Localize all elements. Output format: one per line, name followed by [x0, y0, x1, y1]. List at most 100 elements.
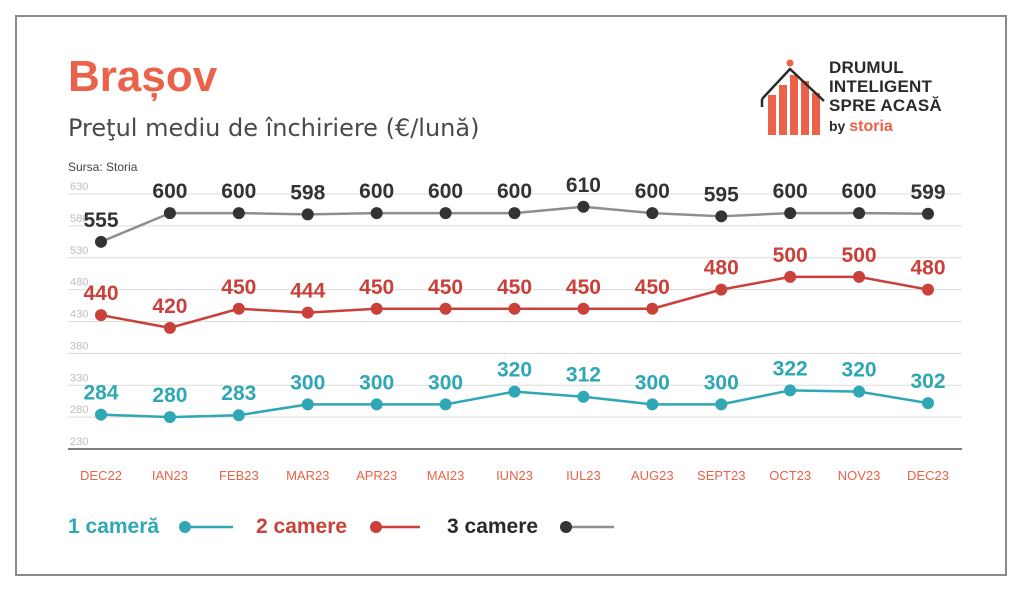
x-tick-label-oct23: OCT23	[769, 468, 811, 483]
data-label-two_rooms-4: 450	[359, 276, 394, 299]
logo-bar-5	[812, 93, 820, 135]
chart-title: Brașov	[68, 52, 218, 101]
x-tick-label-iun23: IUN23	[496, 468, 533, 483]
logo-line-1: DRUMUL	[829, 58, 904, 77]
data-label-three_rooms-7: 610	[566, 174, 601, 197]
point-one_room-3	[301, 398, 314, 411]
point-two_rooms-4	[370, 302, 383, 315]
data-label-one_room-5: 300	[428, 371, 463, 394]
logo-wordmark: DRUMUL INTELIGENT SPRE ACASĂ	[829, 58, 942, 115]
legend-marker-one_room	[179, 521, 191, 533]
point-three_rooms-0	[95, 235, 107, 248]
point-three_rooms-3	[301, 208, 314, 221]
logo-line-2: INTELIGENT	[829, 77, 933, 96]
x-tick-label-dec22: DEC22	[80, 468, 122, 483]
chart-subtitle: Preţul mediu de închiriere (€/lună)	[68, 114, 480, 142]
logo-bar-4	[801, 81, 809, 135]
point-one_room-7	[577, 390, 590, 403]
legend-marker-two_rooms	[370, 521, 382, 533]
x-tick-label-ian23: IAN23	[152, 468, 188, 483]
data-label-three_rooms-6: 600	[497, 180, 532, 203]
point-one_room-6	[508, 385, 521, 398]
data-label-one_room-0: 284	[83, 382, 118, 405]
x-tick-label-mar23: MAR23	[286, 468, 329, 483]
data-label-two_rooms-11: 500	[842, 244, 877, 267]
point-three_rooms-9	[715, 210, 728, 223]
point-three_rooms-8	[646, 207, 659, 220]
logo-bar-3	[790, 75, 798, 135]
data-label-three_rooms-0: 555	[83, 209, 118, 232]
logo-line-3: SPRE ACASĂ	[829, 96, 942, 115]
point-two_rooms-7	[577, 302, 590, 315]
point-three_rooms-5	[439, 207, 452, 220]
data-label-one_room-4: 300	[359, 371, 394, 394]
legend-label-one_room: 1 cameră	[68, 515, 159, 538]
point-three_rooms-11	[853, 207, 866, 220]
point-three_rooms-12	[922, 207, 934, 220]
point-one_room-12	[922, 397, 934, 410]
point-one_room-2	[232, 409, 245, 422]
x-tick-label-mai23: MAI23	[427, 468, 465, 483]
data-label-one_room-9: 300	[704, 371, 739, 394]
point-two_rooms-1	[163, 321, 176, 334]
data-label-three_rooms-12: 599	[910, 181, 945, 204]
data-label-three_rooms-2: 600	[221, 180, 256, 203]
point-two_rooms-5	[439, 302, 452, 315]
logo-byline: by storia	[829, 118, 893, 136]
data-label-three_rooms-1: 600	[152, 180, 187, 203]
logo-bar-2	[779, 85, 787, 135]
data-label-two_rooms-10: 500	[773, 244, 808, 267]
point-two_rooms-8	[646, 302, 659, 315]
y-tick-label-630: 630	[70, 181, 88, 193]
data-label-two_rooms-5: 450	[428, 276, 463, 299]
point-three_rooms-6	[508, 207, 521, 220]
data-label-three_rooms-5: 600	[428, 180, 463, 203]
logo-roof	[761, 67, 825, 102]
y-tick-label-280: 280	[70, 404, 88, 416]
x-tick-label-nov23: NOV23	[838, 468, 881, 483]
x-tick-label-dec23: DEC23	[907, 468, 949, 483]
data-label-three_rooms-4: 600	[359, 180, 394, 203]
data-label-three_rooms-10: 600	[773, 180, 808, 203]
logo-brand: storia	[849, 118, 893, 135]
data-label-two_rooms-12: 480	[910, 257, 945, 280]
data-label-one_room-1: 280	[152, 384, 187, 407]
data-label-one_room-3: 300	[290, 371, 325, 394]
point-two_rooms-10	[784, 270, 797, 283]
point-two_rooms-0	[95, 309, 107, 322]
legend-marker-three_rooms	[560, 521, 572, 533]
y-tick-label-230: 230	[70, 436, 88, 448]
data-label-one_room-8: 300	[635, 371, 670, 394]
y-tick-label-330: 330	[70, 372, 88, 384]
point-one_room-5	[439, 398, 452, 411]
data-label-one_room-10: 322	[773, 357, 808, 380]
point-one_room-10	[784, 384, 797, 397]
point-three_rooms-7	[577, 200, 590, 213]
data-label-two_rooms-7: 450	[566, 276, 601, 299]
point-one_room-1	[163, 411, 176, 424]
data-label-two_rooms-9: 480	[704, 257, 739, 280]
point-one_room-11	[853, 385, 866, 398]
house-bars-logo-icon	[760, 59, 825, 135]
point-two_rooms-6	[508, 302, 521, 315]
point-three_rooms-10	[784, 207, 797, 220]
point-two_rooms-12	[922, 283, 934, 296]
x-tick-label-feb23: FEB23	[219, 468, 259, 483]
logo-dot	[786, 59, 794, 67]
point-one_room-8	[646, 398, 659, 411]
y-tick-label-580: 580	[70, 213, 88, 225]
data-label-three_rooms-11: 600	[842, 180, 877, 203]
data-label-two_rooms-3: 444	[290, 280, 325, 303]
data-label-two_rooms-0: 440	[83, 282, 118, 305]
x-tick-label-iul23: IUL23	[566, 468, 601, 483]
point-two_rooms-11	[853, 270, 866, 283]
point-two_rooms-3	[301, 306, 314, 319]
logo-bar-1	[768, 95, 776, 135]
data-label-one_room-11: 320	[842, 359, 877, 382]
data-label-two_rooms-2: 450	[221, 276, 256, 299]
point-one_room-9	[715, 398, 728, 411]
y-tick-label-480: 480	[70, 277, 88, 289]
x-tick-label-sept23: SEPT23	[697, 468, 745, 483]
data-label-one_room-2: 283	[221, 382, 256, 405]
